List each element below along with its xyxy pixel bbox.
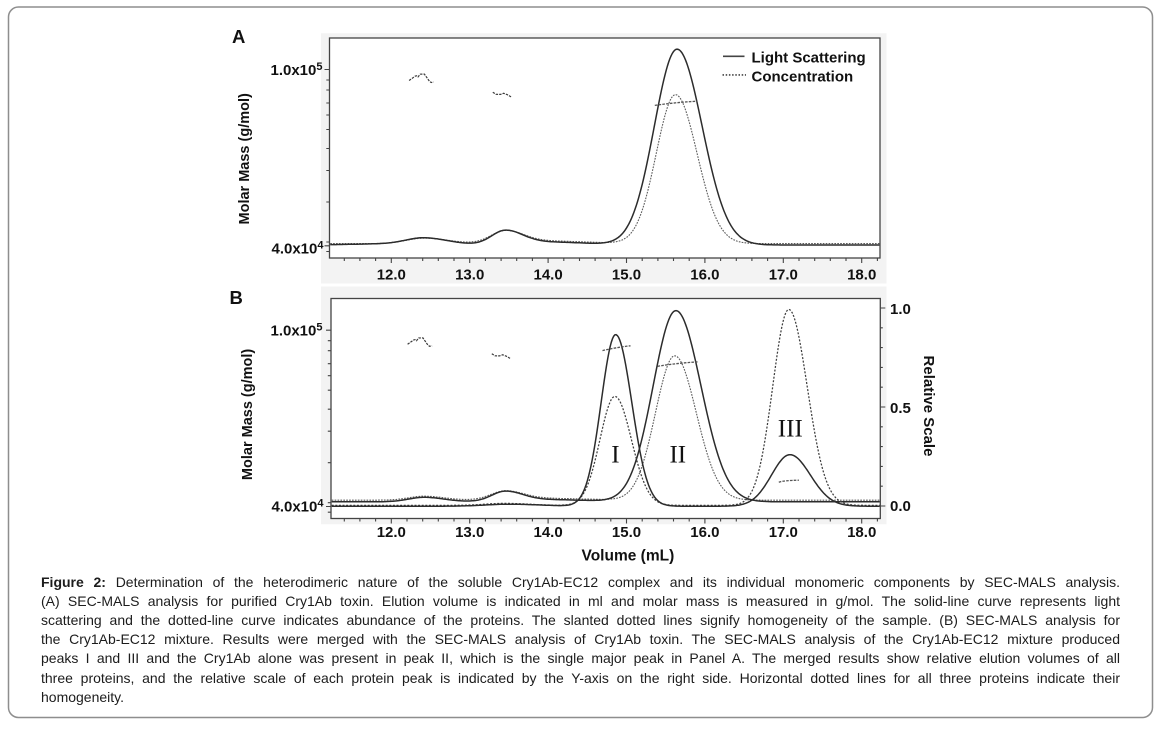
svg-text:1.0x105: 1.0x105 — [270, 321, 322, 339]
svg-text:III: III — [778, 416, 803, 443]
svg-text:12.0: 12.0 — [377, 266, 406, 283]
svg-text:Molar Mass (g/mol): Molar Mass (g/mol) — [237, 93, 253, 224]
svg-text:I: I — [611, 441, 619, 468]
svg-text:Concentration: Concentration — [752, 68, 854, 85]
svg-text:15.0: 15.0 — [612, 524, 641, 541]
svg-text:B: B — [230, 287, 243, 308]
svg-text:17.0: 17.0 — [769, 524, 798, 541]
svg-text:18.0: 18.0 — [847, 266, 876, 283]
svg-text:18.0: 18.0 — [847, 524, 876, 541]
svg-text:14.0: 14.0 — [533, 524, 562, 541]
svg-text:Light Scattering: Light Scattering — [752, 50, 866, 67]
svg-text:1.0: 1.0 — [890, 301, 911, 318]
svg-text:0.0: 0.0 — [890, 498, 911, 515]
svg-text:0.5: 0.5 — [890, 400, 911, 417]
svg-text:17.0: 17.0 — [769, 266, 798, 283]
svg-text:1.0x105: 1.0x105 — [270, 61, 322, 79]
svg-text:15.0: 15.0 — [612, 266, 641, 283]
svg-text:14.0: 14.0 — [533, 266, 562, 283]
svg-text:13.0: 13.0 — [455, 266, 484, 283]
svg-text:16.0: 16.0 — [690, 524, 719, 541]
svg-text:4.0x104: 4.0x104 — [271, 498, 324, 516]
svg-text:A: A — [232, 26, 245, 47]
svg-text:16.0: 16.0 — [690, 266, 719, 283]
svg-text:12.0: 12.0 — [377, 524, 406, 541]
svg-text:Relative Scale: Relative Scale — [920, 356, 937, 457]
svg-text:II: II — [669, 441, 686, 468]
svg-text:Molar Mass (g/mol): Molar Mass (g/mol) — [240, 349, 256, 480]
svg-text:Volume (mL): Volume (mL) — [582, 547, 675, 564]
svg-text:13.0: 13.0 — [455, 524, 484, 541]
svg-text:4.0x104: 4.0x104 — [271, 240, 324, 258]
